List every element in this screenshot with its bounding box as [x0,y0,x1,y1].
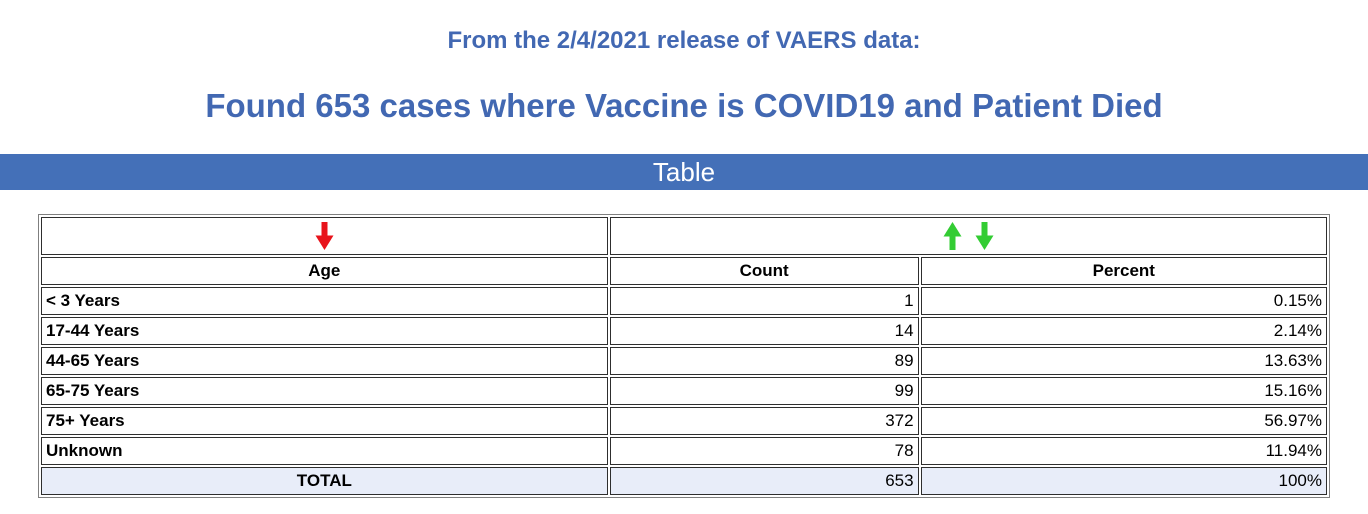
percent-cell: 2.14% [920,317,1327,345]
green-up-arrow-icon [943,222,962,250]
sort-controls-row [41,217,1327,255]
age-cell: 17-44 Years [41,317,608,345]
column-header-row: Age Count Percent [41,257,1327,285]
total-percent-cell: 100% [920,467,1327,495]
column-header-count: Count [609,257,919,285]
count-cell: 1 [609,287,919,315]
table-row: 75+ Years 372 56.97% [41,407,1327,435]
count-cell: 99 [609,377,919,405]
sort-age-descending-button[interactable] [311,221,338,251]
table-row: 44-65 Years 89 13.63% [41,347,1327,375]
age-cell: < 3 Years [41,287,608,315]
sort-measure-descending-button[interactable] [971,221,998,251]
table-row: 65-75 Years 99 15.16% [41,377,1327,405]
results-table-container: Age Count Percent < 3 Years 1 0.15% 17-4… [38,214,1330,498]
column-header-age: Age [41,257,608,285]
percent-cell: 15.16% [920,377,1327,405]
total-count-cell: 653 [609,467,919,495]
age-cell: Unknown [41,437,608,465]
age-cell: 65-75 Years [41,377,608,405]
percent-cell: 11.94% [920,437,1327,465]
count-cell: 14 [609,317,919,345]
column-header-percent: Percent [920,257,1327,285]
age-cell: 44-65 Years [41,347,608,375]
percent-cell: 56.97% [920,407,1327,435]
table-row: < 3 Years 1 0.15% [41,287,1327,315]
count-cell: 89 [609,347,919,375]
red-down-arrow-icon [315,222,334,250]
table-section-label: Table [652,157,716,187]
table-row: 17-44 Years 14 2.14% [41,317,1327,345]
results-title: Found 653 cases where Vaccine is COVID19… [205,87,1163,124]
measure-sort-cell [609,217,1327,255]
total-row: TOTAL 653 100% [41,467,1327,495]
total-label-cell: TOTAL [41,467,608,495]
results-table: Age Count Percent < 3 Years 1 0.15% 17-4… [38,214,1330,498]
release-subtitle: From the 2/4/2021 release of VAERS data: [447,27,921,54]
age-cell: 75+ Years [41,407,608,435]
count-cell: 372 [609,407,919,435]
count-cell: 78 [609,437,919,465]
table-row: Unknown 78 11.94% [41,437,1327,465]
age-sort-cell [41,217,608,255]
green-down-arrow-icon [975,222,994,250]
percent-cell: 0.15% [920,287,1327,315]
percent-cell: 13.63% [920,347,1327,375]
sort-measure-ascending-button[interactable] [939,221,966,251]
table-section-bar: Table [0,154,1368,190]
